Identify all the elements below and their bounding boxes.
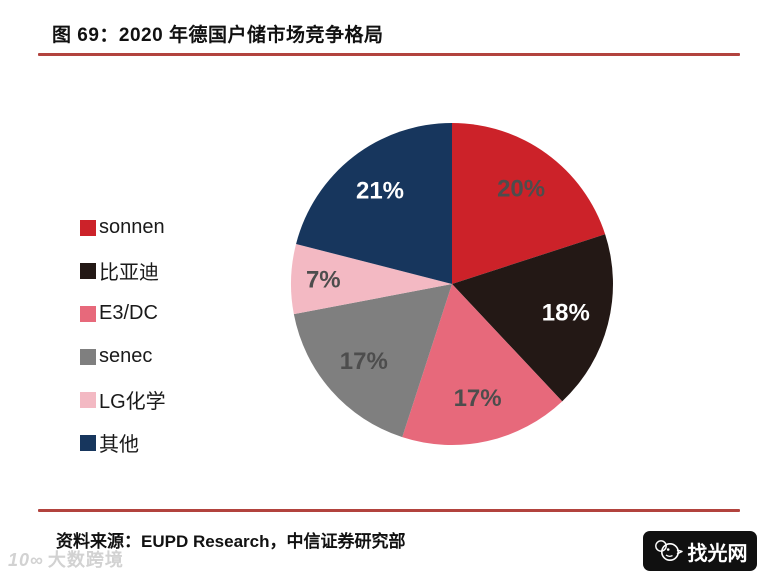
pie-data-label: 17% — [340, 348, 388, 375]
legend-item: senec — [80, 335, 166, 378]
watermark-dashu: 10∞ 大数跨境 — [8, 546, 124, 572]
title-divider — [38, 53, 740, 56]
legend-swatch — [80, 391, 96, 408]
footer-divider — [38, 509, 740, 512]
legend-item: 比亚迪 — [80, 249, 166, 292]
pie-data-label: 17% — [454, 385, 502, 412]
legend-item: E3/DC — [80, 292, 166, 335]
legend-label: LG化学 — [99, 391, 166, 413]
legend-swatch — [80, 262, 96, 279]
legend-item: LG化学 — [80, 378, 166, 421]
pie-slice-e3-dc — [402, 284, 563, 445]
pie-slice-其他 — [296, 123, 452, 284]
pie-data-label: 20% — [497, 175, 545, 202]
legend-swatch — [80, 434, 96, 451]
pie-data-label: 7% — [306, 267, 341, 294]
legend-label: sonnen — [99, 216, 165, 238]
legend-label: 比亚迪 — [99, 262, 159, 284]
figure-title: 图 69：2020 年德国户储市场竞争格局 — [52, 25, 384, 46]
pie-svg: 20% 18% 17% 17% 7% 21% — [290, 123, 613, 445]
pie-slice-比亚迪 — [452, 234, 613, 402]
legend-swatch — [80, 305, 96, 322]
pie-slice-sonnen — [452, 123, 606, 284]
legend-label: senec — [99, 345, 153, 367]
dashu-logo: 10∞ — [8, 550, 44, 570]
badge-label: 找光网 — [687, 542, 748, 565]
pie-chart: 20% 18% 17% 17% 7% 21% sonnen 比亚迪 E3/DC senec LG化… — [0, 56, 762, 506]
pie-data-label: 18% — [542, 300, 590, 327]
legend-label: 其他 — [99, 434, 139, 456]
legend-item: 其他 — [80, 421, 166, 464]
dashu-label: 大数跨境 — [47, 550, 124, 570]
bird-icon — [654, 540, 683, 561]
legend-label: E3/DC — [99, 302, 158, 324]
pie-slice-senec — [293, 284, 452, 438]
pie-data-label: 21% — [356, 178, 404, 205]
legend-swatch — [80, 348, 96, 365]
source-note: 资料来源：EUPD Research，中信证券研究部 — [56, 532, 406, 551]
pie-slice-lg化学 — [290, 243, 452, 315]
chart-legend: sonnen 比亚迪 E3/DC senec LG化学其他 — [80, 206, 166, 464]
legend-swatch — [80, 219, 96, 236]
zhaoguang-badge: 找光网 — [643, 531, 757, 571]
legend-item: sonnen — [80, 206, 166, 249]
